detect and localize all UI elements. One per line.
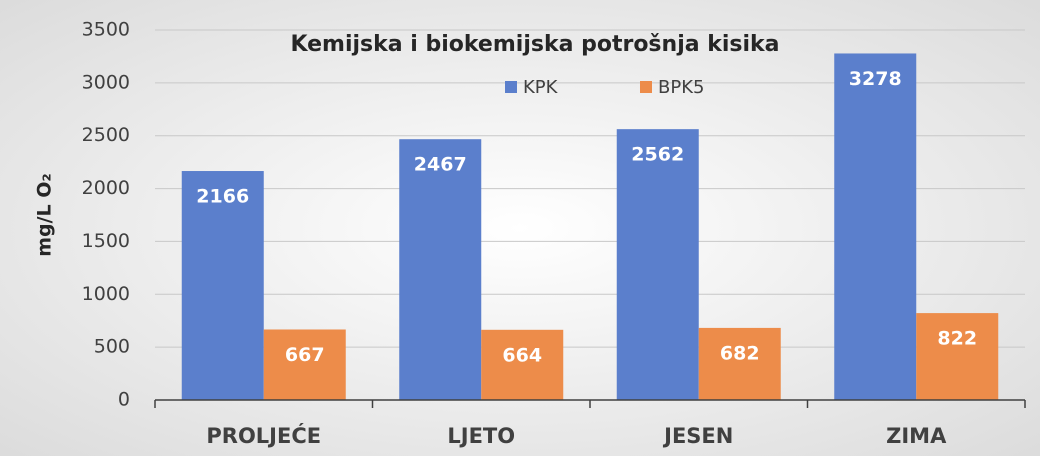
- bar: [481, 329, 564, 400]
- data-label: 667: [285, 344, 325, 366]
- legend-swatch: [505, 81, 517, 93]
- legend-label: BPK5: [658, 77, 704, 98]
- y-tick-label: 2000: [82, 177, 130, 199]
- data-label: 682: [720, 342, 760, 364]
- y-tick-label: 500: [94, 336, 130, 358]
- bar: [399, 139, 482, 400]
- y-tick-label: 3000: [82, 71, 130, 93]
- x-tick-label: LJETO: [447, 424, 515, 448]
- x-tick-label: ZIMA: [886, 424, 947, 448]
- bar: [616, 129, 699, 400]
- y-tick-label: 0: [118, 389, 130, 411]
- data-label: 2467: [414, 154, 467, 176]
- x-tick-label: JESEN: [662, 424, 733, 448]
- data-label: 3278: [849, 68, 902, 90]
- data-label: 2166: [196, 186, 249, 208]
- data-label: 2562: [631, 144, 684, 166]
- bar: [698, 327, 781, 400]
- bar: [181, 171, 264, 400]
- y-tick-label: 2500: [82, 124, 130, 146]
- legend-label: KPK: [523, 77, 559, 98]
- y-tick-label: 1000: [82, 283, 130, 305]
- data-label: 664: [502, 344, 542, 366]
- bar: [834, 53, 917, 401]
- bar: [263, 329, 346, 400]
- y-axis-label: mg/L O₂: [34, 173, 56, 257]
- y-tick-label: 3500: [82, 19, 130, 41]
- y-tick-label: 1500: [82, 230, 130, 252]
- bar: [916, 313, 999, 400]
- x-tick-label: PROLJEĆE: [206, 423, 321, 448]
- legend-swatch: [640, 81, 652, 93]
- chart-title: Kemijska i biokemijska potrošnja kisika: [290, 32, 779, 57]
- data-label: 822: [937, 328, 977, 350]
